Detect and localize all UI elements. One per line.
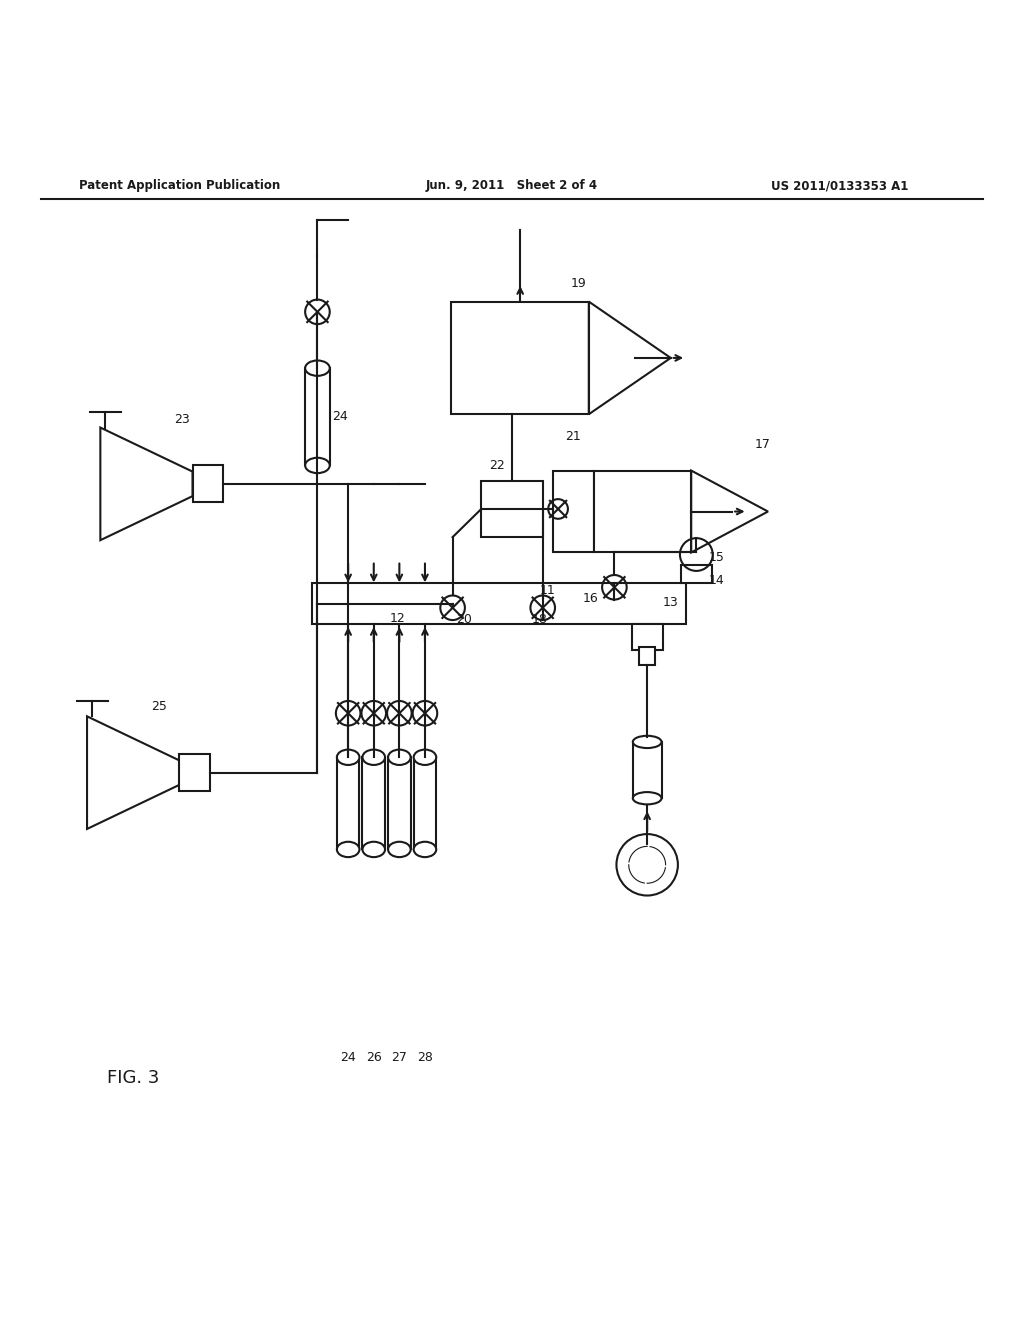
Bar [632,624,663,649]
Bar [481,480,543,537]
Text: 28: 28 [417,1051,433,1064]
Ellipse shape [337,750,359,766]
Text: 14: 14 [709,574,725,586]
Text: 12: 12 [389,611,406,624]
Bar [594,470,691,553]
Ellipse shape [362,750,385,766]
Text: 17: 17 [755,438,771,451]
Bar [362,758,385,850]
Text: 26: 26 [366,1051,382,1064]
Ellipse shape [388,750,411,766]
Text: 19: 19 [570,277,587,289]
Ellipse shape [414,750,436,766]
Text: US 2011/0133353 A1: US 2011/0133353 A1 [771,180,908,193]
Bar [312,583,686,624]
Text: Jun. 9, 2011   Sheet 2 of 4: Jun. 9, 2011 Sheet 2 of 4 [426,180,598,193]
Bar [305,368,330,466]
Text: Patent Application Publication: Patent Application Publication [79,180,280,193]
Bar [639,647,655,665]
Ellipse shape [633,792,662,804]
Text: 27: 27 [391,1051,408,1064]
Text: 13: 13 [663,597,679,609]
Text: 18: 18 [531,612,548,626]
Ellipse shape [388,842,411,857]
Bar [681,565,712,583]
Text: 22: 22 [488,459,505,473]
Bar [553,470,594,553]
Text: 20: 20 [456,612,472,626]
Ellipse shape [305,458,330,473]
Bar [193,466,223,503]
Ellipse shape [362,842,385,857]
Bar [451,301,589,414]
Ellipse shape [305,360,330,376]
Text: FIG. 3: FIG. 3 [106,1069,160,1086]
Text: 21: 21 [565,430,582,444]
Ellipse shape [633,735,662,748]
Bar [388,758,411,850]
Text: 11: 11 [540,583,556,597]
Bar [337,758,359,850]
Text: 15: 15 [709,552,725,564]
Text: 25: 25 [151,700,167,713]
Bar [414,758,436,850]
Ellipse shape [337,842,359,857]
Ellipse shape [414,842,436,857]
Text: 24: 24 [332,409,348,422]
Text: 23: 23 [174,413,190,426]
Bar [179,754,210,791]
Text: 16: 16 [583,593,599,605]
Bar [633,742,662,799]
Text: 24: 24 [340,1051,356,1064]
